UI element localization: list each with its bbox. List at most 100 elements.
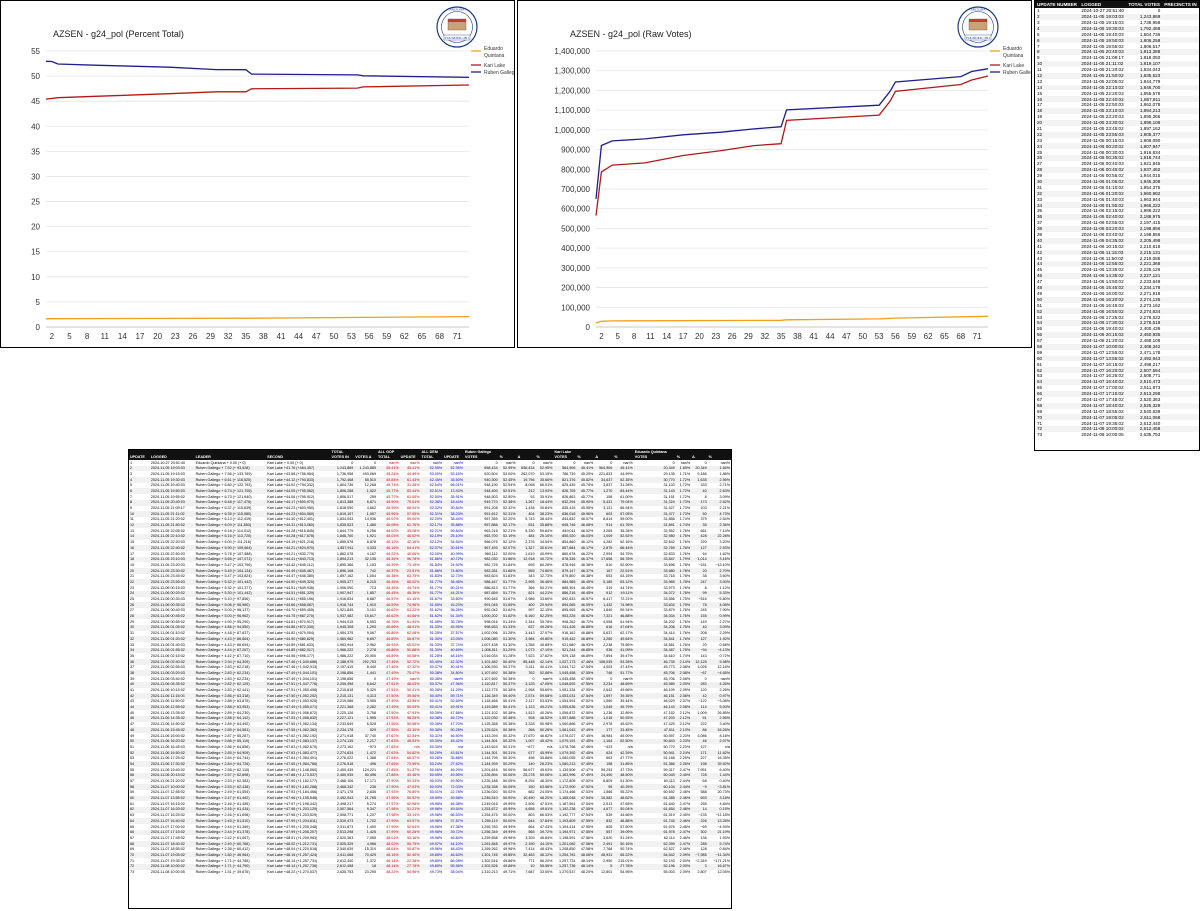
table-cell: 155 [691,613,708,620]
table-cell: 2024-11-05 20:40:03 [149,499,195,506]
table-cell: 4,167 [366,551,377,556]
table-cell: 2024-11-06 03:40:02 [150,676,185,681]
table-cell: −2,349 [695,858,707,863]
group-header [399,450,421,455]
table-cell: 2024-11-06 02:55:03 [1081,220,1124,226]
table-cell: 555 [516,568,536,574]
table-cell: 1,185,048 [553,795,577,802]
y-tick-label: 300,000 [561,264,590,273]
table-cell: 2024-11-06 15:45:02 [1079,284,1127,291]
table-cell: 854,860 [562,540,576,545]
table-cell: 51.84% [429,562,443,567]
table-cell: 48.20% [535,795,554,802]
table-cell: 771 [528,858,535,863]
table-row: 68 2024-11-07 18:40:02 Ruben Gallego + 2.4… [129,841,731,847]
table-cell: 47,203 [633,715,676,722]
table-cell: Ruben Gallego + 4.42 (+ 87,710) [195,653,250,658]
table-cell: 51.77% [429,585,443,590]
table-cell: Kari Lake +44.21 (+824,970) [266,545,331,551]
table-cell: 2.26% [719,688,730,693]
column-header: VOTES IN [330,455,355,460]
y-tick-label: 1,100,000 [554,106,590,115]
table-cell: 49.85% [498,852,517,859]
table-cell: 2024-11-06 00:15:03 [1081,137,1124,143]
detail-table: TOTAL ALL GOP ALL DEM Ruben Gallego Kari Lak… [129,450,731,875]
table-cell: 0.68% [719,642,730,647]
table-cell: 2,491 [594,841,614,847]
table-cell: 2,513,298 [330,829,355,836]
table-cell: 48 [1035,284,1080,291]
table-cell: 47.55% [580,688,594,693]
table-cell: 3,758 [366,710,377,715]
table-row: 49 2024-11-06 16:00:02 2,271,918 [1035,291,1199,297]
x-tick-label: 47 [842,332,851,341]
table-cell: 1,937,462 [330,613,355,620]
table-cell: 5,743 [525,517,535,522]
table-cell: Kari Lake +44.30 (+812,401) [267,517,315,522]
table-cell: 51.86% [420,568,444,574]
table-cell: 34,206 [633,624,676,631]
table-cell: 60 [129,795,150,802]
table-cell: 48.43% [539,847,553,852]
table-cell: 2,276,022 [1139,314,1161,320]
table-cell: 2024-11-07 10:00:02 [149,784,195,790]
table-cell: 44.74% [407,585,420,590]
table-cell: 22.28% [707,533,731,540]
table-cell: 52 [129,750,150,756]
table-cell: 64 [129,818,150,824]
table-cell: 47.50% [386,710,399,715]
table-cell: 1,236 [603,710,613,715]
table-cell: 1,045,458 [553,670,577,677]
table-cell: 1.76% [679,608,691,613]
table-cell: 1,835,523 [1126,72,1163,79]
chart-title: AZSEN - g24_pol (Percent Total) [53,29,184,39]
table-cell: 46 [691,738,708,745]
table-cell: 266 [516,727,536,733]
table-cell: 2024-11-06 00:30:03 [150,597,185,602]
table-cell: 7.90% [719,608,730,613]
table-cell: 2,225,126 [336,710,354,715]
percent-total-chart-svg: AZSEN - g24_pol (Percent Total)051015202… [31,6,514,341]
table-cell: 33,847 [633,556,676,563]
table-row: 54 2024-11-06 17:30:02 Ruben Gallego + 2.8… [129,761,731,768]
table-cell: 1,857,911 [330,545,355,551]
table-cell: 212 [516,488,536,495]
table-cell: 663 [606,756,613,761]
table-cell: 45.96% [377,511,400,517]
table-cell: 1,804,736 [336,483,354,488]
table-cell: 39.56% [399,693,421,699]
table-cell: 2,217 [354,738,378,745]
table-cell: 2024-11-07 17:15:02 [1079,390,1127,397]
table-cell: 63.15% [620,574,633,579]
percent-total-chart: AZSEN - g24_pol (Percent Total) 0 5 10 15 20 2… [0,0,515,348]
table-cell: 1,048,692 [553,681,577,688]
table-cell: 0.99% [707,613,731,620]
table-cell: Kari Lake +47.46 (+1,040,686) [266,659,331,665]
x-tick-label: 44 [294,332,303,341]
table-cell: 64.41% [399,545,421,551]
table-cell [1162,25,1199,32]
table-row: 39 2024-11-06 03:40:02 2,198,856 [1035,232,1199,238]
group-header [691,450,708,455]
table-cell: 1.74% [679,653,691,658]
table-cell: 52.54% [407,733,420,738]
table-cell: 51.83% [429,574,443,579]
table-cell: 2024-11-05 19:55:02 [1081,43,1124,49]
table-cell: Kari Lake +44.41 (+843,713) [266,556,331,563]
table-cell: 43 [130,699,135,704]
table-cell: 51.29% [498,647,517,654]
table-cell: 2,276,518 [330,761,355,768]
table-cell: 46.12% [580,540,594,545]
table-cell: 47.63% [386,744,399,749]
table-row: 46 2024-11-06 14:35:02 Ruben Gallego + 2.8… [129,715,731,722]
table-cell: 50.41% [429,699,443,704]
table-cell: 653 [606,574,613,579]
table-row: 26 2024-11-06 00:35:02 1,918,744 [1035,155,1199,162]
table-cell: 2024-11-06 14:50:02 [1081,279,1124,285]
table-cell: 46.22% [580,551,594,556]
table-cell: 2024-11-06 19:40:02 [150,767,185,772]
table-cell: 610 [606,562,613,567]
table-cell: 2,612,458 [330,863,355,870]
table-cell: 51.62% [498,613,517,620]
table-cell: 1,193,609 [553,818,577,824]
